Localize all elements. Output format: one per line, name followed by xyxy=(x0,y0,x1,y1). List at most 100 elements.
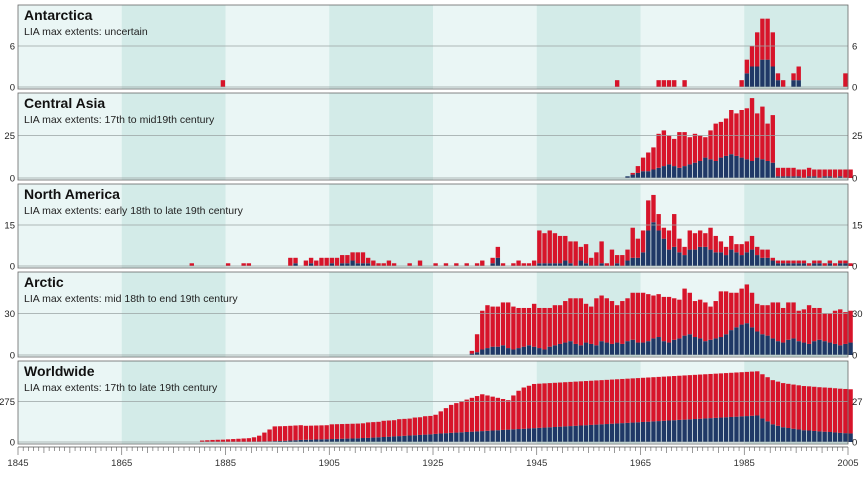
bar-red xyxy=(708,307,712,340)
bar-red xyxy=(537,308,541,348)
bar-blue xyxy=(776,80,780,87)
bar-blue xyxy=(745,73,749,87)
bar-red xyxy=(828,261,832,264)
bar-red xyxy=(771,115,775,163)
bar-red xyxy=(563,382,567,426)
bar-blue xyxy=(750,161,754,178)
bar-blue xyxy=(828,343,832,355)
bar-red xyxy=(677,239,681,253)
bar-red xyxy=(641,293,645,343)
bar-blue xyxy=(734,252,738,266)
bar-blue xyxy=(724,255,728,266)
bar-blue xyxy=(708,250,712,266)
bar-red xyxy=(771,32,775,66)
bar-blue xyxy=(745,416,749,442)
bar-red xyxy=(729,110,733,154)
bar-blue xyxy=(833,432,837,442)
bar-blue xyxy=(662,421,666,442)
bar-red xyxy=(672,298,676,340)
bar-blue xyxy=(350,261,354,266)
bar-red xyxy=(579,381,583,425)
bar-blue xyxy=(641,252,645,266)
bar-red xyxy=(646,200,650,230)
bar-blue xyxy=(558,344,562,355)
bar-blue xyxy=(719,252,723,266)
bar-red xyxy=(553,305,557,345)
bar-red xyxy=(506,302,510,348)
bar-blue xyxy=(542,428,546,442)
bar-red xyxy=(397,419,401,436)
bar-red xyxy=(776,382,780,426)
bar-red xyxy=(433,263,437,266)
bar-red xyxy=(662,377,666,421)
bar-red xyxy=(760,19,764,60)
bar-red xyxy=(838,261,842,264)
bar-red xyxy=(791,385,795,429)
bar-red xyxy=(241,438,245,442)
bar-blue xyxy=(771,424,775,442)
bar-red xyxy=(682,80,686,87)
bar-red xyxy=(563,301,567,343)
bar-blue xyxy=(765,336,769,355)
bar-red xyxy=(299,425,303,440)
bar-red xyxy=(750,98,754,161)
bar-red xyxy=(340,424,344,439)
bar-red xyxy=(542,233,546,263)
bar-red xyxy=(641,230,645,252)
bar-red xyxy=(636,239,640,258)
panel-title: North America xyxy=(24,186,120,202)
bar-blue xyxy=(786,340,790,355)
bar-blue xyxy=(573,344,577,355)
shaded-band xyxy=(122,184,226,268)
bar-red xyxy=(605,298,609,342)
y-tick-label-right: 0 xyxy=(852,262,857,273)
bar-blue xyxy=(475,431,479,442)
bar-red xyxy=(812,387,816,431)
bar-blue xyxy=(397,436,401,442)
bar-blue xyxy=(786,428,790,442)
bar-red xyxy=(324,425,328,439)
bar-blue xyxy=(656,230,660,266)
panel-subtitle: LIA max extents: 17th to late 19th centu… xyxy=(24,382,218,394)
bar-red xyxy=(760,250,764,258)
bar-red xyxy=(662,80,666,87)
bar-blue xyxy=(485,348,489,355)
bar-red xyxy=(760,305,764,334)
bar-blue xyxy=(350,438,354,442)
bar-blue xyxy=(791,80,795,87)
y-tick-label: 6 xyxy=(10,42,15,53)
bar-blue xyxy=(755,158,759,178)
bar-blue xyxy=(584,425,588,442)
bar-blue xyxy=(516,429,520,442)
bar-red xyxy=(356,252,360,263)
bar-blue xyxy=(532,347,536,355)
bar-red xyxy=(563,236,567,261)
bar-red xyxy=(734,113,738,155)
bar-red xyxy=(356,424,360,439)
bar-blue xyxy=(776,426,780,442)
bar-blue xyxy=(760,258,764,266)
bar-blue xyxy=(750,250,754,266)
bar-blue xyxy=(387,437,391,442)
bar-red xyxy=(599,296,603,342)
bar-blue xyxy=(641,343,645,355)
bar-blue xyxy=(330,439,334,442)
bar-red xyxy=(745,60,749,74)
bar-red xyxy=(631,228,635,258)
bar-blue xyxy=(838,345,842,355)
bar-red xyxy=(822,314,826,342)
bar-red xyxy=(797,261,801,264)
bar-red xyxy=(257,436,261,442)
bar-blue xyxy=(620,344,624,355)
bar-blue xyxy=(791,338,795,355)
bar-blue xyxy=(843,263,847,266)
bar-red xyxy=(641,158,645,172)
y-tick-label-right: 15 xyxy=(852,221,863,232)
bar-blue xyxy=(667,250,671,266)
bar-red xyxy=(599,241,603,263)
bar-red xyxy=(439,411,443,433)
bar-red xyxy=(433,415,437,434)
bar-red xyxy=(548,383,552,427)
